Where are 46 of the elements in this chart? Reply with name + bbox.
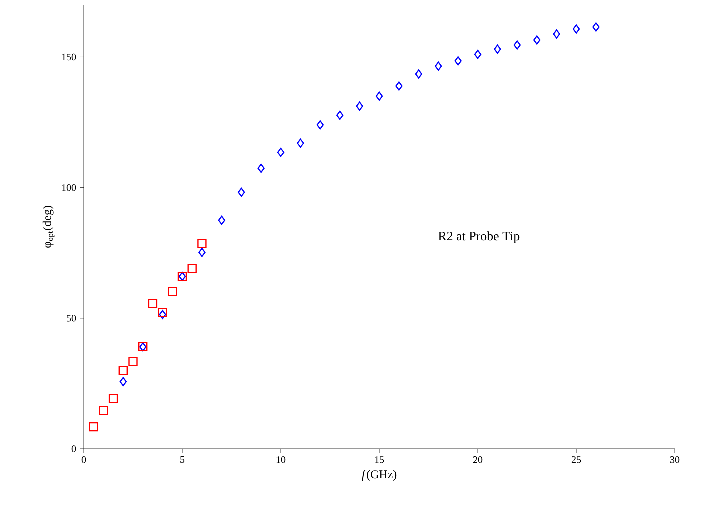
point	[376, 92, 384, 102]
x-axis-title: f(GHz)	[362, 470, 397, 482]
point	[198, 248, 206, 258]
point	[316, 120, 324, 130]
point	[494, 44, 502, 54]
x-tick-label: 30	[670, 456, 680, 464]
x-tick-label: 10	[276, 456, 286, 464]
x-tick-label: 0	[82, 456, 86, 464]
point	[168, 287, 178, 296]
x-tick-label: 15	[375, 456, 384, 464]
legend-title: R2 at Probe Tip	[438, 232, 520, 244]
point	[454, 56, 462, 66]
point	[474, 50, 482, 60]
x-tick-label: 20	[473, 456, 483, 464]
point	[534, 36, 541, 45]
point	[218, 216, 226, 226]
point	[572, 24, 580, 34]
point	[99, 406, 108, 416]
y-tick-label: 50	[67, 315, 76, 322]
point	[198, 239, 207, 248]
point	[336, 110, 344, 120]
point	[158, 308, 168, 318]
point	[415, 70, 423, 79]
point	[277, 148, 285, 158]
point	[356, 102, 364, 111]
point	[118, 366, 128, 376]
point	[148, 299, 158, 308]
y-tick-label: 150	[62, 54, 76, 61]
x-tick-label: 25	[572, 456, 582, 464]
point	[396, 82, 403, 91]
x-tick-label: 5	[180, 456, 185, 464]
y-axis-title: φ$_{opt}$(deg)	[42, 206, 55, 248]
point	[128, 357, 138, 366]
point	[108, 394, 118, 404]
point	[258, 164, 265, 174]
y-tick-label: 100	[62, 184, 76, 192]
point	[514, 40, 522, 50]
point	[297, 138, 304, 148]
point	[120, 377, 127, 386]
point	[592, 22, 600, 32]
point	[238, 188, 246, 198]
y-tick-label: 0	[72, 446, 76, 452]
point	[435, 62, 442, 71]
point	[188, 264, 197, 274]
point	[553, 30, 560, 39]
point	[89, 422, 98, 432]
